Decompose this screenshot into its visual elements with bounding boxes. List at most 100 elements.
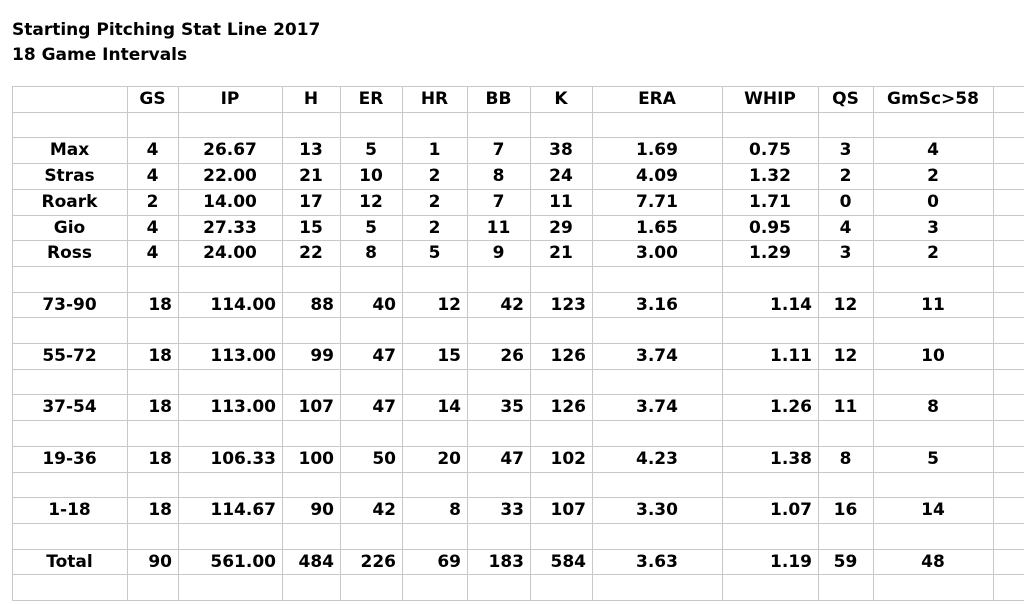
cell: 10 bbox=[359, 166, 383, 187]
cell: 12 bbox=[359, 191, 383, 212]
cell: 29 bbox=[549, 217, 573, 238]
grid-line bbox=[12, 265, 1024, 267]
cell: 24 bbox=[549, 166, 573, 187]
cell: 5 bbox=[428, 243, 441, 264]
cell: 22.00 bbox=[203, 166, 257, 187]
cell: 1.14 bbox=[770, 294, 812, 315]
grid-line bbox=[12, 240, 1024, 242]
cell: 11 bbox=[549, 191, 573, 212]
row-label: Ross bbox=[46, 243, 92, 264]
cell: 8 bbox=[927, 397, 939, 418]
cell: 11 bbox=[833, 397, 858, 418]
cell: 69 bbox=[437, 551, 461, 572]
grid-line bbox=[12, 420, 1024, 422]
title: Starting Pitching Stat Line 2017 bbox=[12, 20, 321, 40]
cell: 1 bbox=[428, 140, 441, 161]
grid-line bbox=[722, 86, 723, 600]
cell: 107 bbox=[298, 397, 335, 418]
cell: 2 bbox=[927, 166, 939, 187]
cell: 48 bbox=[921, 551, 945, 572]
grid-line bbox=[12, 368, 1024, 370]
cell: 99 bbox=[310, 346, 334, 366]
column-header: ER bbox=[358, 89, 384, 109]
column-header: QS bbox=[832, 89, 859, 109]
cell: 4 bbox=[146, 140, 159, 161]
row-label: Roark bbox=[41, 191, 98, 212]
cell: 3 bbox=[839, 243, 852, 264]
cell: 100 bbox=[298, 448, 335, 469]
grid-line bbox=[12, 471, 1024, 473]
cell: 3.30 bbox=[636, 500, 678, 521]
cell: 1.65 bbox=[636, 217, 678, 238]
row-label: 19-36 bbox=[42, 448, 97, 469]
grid-line bbox=[127, 86, 128, 600]
cell: 4 bbox=[839, 217, 852, 238]
grid-line bbox=[12, 111, 1024, 113]
cell: 113.00 bbox=[210, 346, 276, 366]
cell: 10 bbox=[921, 346, 945, 366]
cell: 4 bbox=[146, 243, 159, 264]
cell: 21 bbox=[549, 243, 573, 264]
grid-line bbox=[12, 394, 1024, 396]
grid-line bbox=[12, 163, 1024, 165]
cell: 18 bbox=[148, 397, 172, 418]
grid-line bbox=[12, 86, 1024, 87]
cell: 7.71 bbox=[636, 191, 678, 212]
cell: 11 bbox=[486, 217, 511, 238]
cell: 1.11 bbox=[770, 346, 812, 366]
cell: 47 bbox=[372, 397, 396, 418]
cell: 5 bbox=[365, 217, 377, 238]
cell: 3.16 bbox=[636, 294, 678, 315]
cell: 0 bbox=[927, 191, 939, 212]
cell: 2 bbox=[428, 166, 441, 187]
cell: 8 bbox=[365, 243, 377, 264]
column-header: GS bbox=[139, 89, 166, 109]
grid-line bbox=[467, 86, 468, 600]
cell: 42 bbox=[372, 500, 396, 521]
grid-line bbox=[12, 497, 1024, 499]
cell: 484 bbox=[298, 551, 335, 572]
cell: 18 bbox=[148, 448, 172, 469]
cell: 21 bbox=[299, 166, 323, 187]
column-header: K bbox=[554, 89, 568, 109]
cell: 114.00 bbox=[210, 294, 276, 315]
cell: 26 bbox=[500, 346, 524, 366]
column-header: GmSc>58 bbox=[887, 89, 979, 109]
row-label: 37-54 bbox=[42, 397, 97, 418]
cell: 183 bbox=[488, 551, 525, 572]
cell: 47 bbox=[372, 346, 396, 366]
cell: 114.67 bbox=[210, 500, 276, 521]
cell: 1.29 bbox=[749, 243, 791, 264]
cell: 4 bbox=[927, 140, 939, 161]
column-header: HR bbox=[420, 89, 449, 109]
cell: 2 bbox=[146, 191, 159, 212]
row-label: Gio bbox=[53, 217, 86, 238]
cell: 88 bbox=[310, 294, 334, 315]
grid-line bbox=[178, 86, 179, 600]
column-header: ERA bbox=[638, 89, 676, 109]
cell: 106.33 bbox=[210, 448, 276, 469]
cell: 59 bbox=[833, 551, 858, 572]
cell: 561.00 bbox=[210, 551, 276, 572]
grid-line bbox=[12, 600, 1024, 601]
cell: 113.00 bbox=[210, 397, 276, 418]
cell: 4.09 bbox=[636, 166, 678, 187]
grid-line bbox=[12, 548, 1024, 550]
cell: 4.23 bbox=[636, 448, 678, 469]
cell: 12 bbox=[833, 294, 858, 315]
column-header: IP bbox=[220, 89, 240, 109]
grid-line bbox=[12, 137, 1024, 139]
cell: 0 bbox=[839, 191, 852, 212]
row-label: Stras bbox=[44, 166, 95, 187]
cell: 24.00 bbox=[203, 243, 257, 264]
cell: 18 bbox=[148, 294, 172, 315]
grid-line bbox=[530, 86, 531, 600]
cell: 107 bbox=[550, 500, 587, 521]
cell: 3.00 bbox=[636, 243, 678, 264]
cell: 1.38 bbox=[770, 448, 812, 469]
cell: 12 bbox=[833, 346, 858, 366]
cell: 50 bbox=[372, 448, 396, 469]
cell: 2 bbox=[428, 217, 441, 238]
grid-line bbox=[12, 445, 1024, 447]
cell: 7 bbox=[492, 140, 505, 161]
